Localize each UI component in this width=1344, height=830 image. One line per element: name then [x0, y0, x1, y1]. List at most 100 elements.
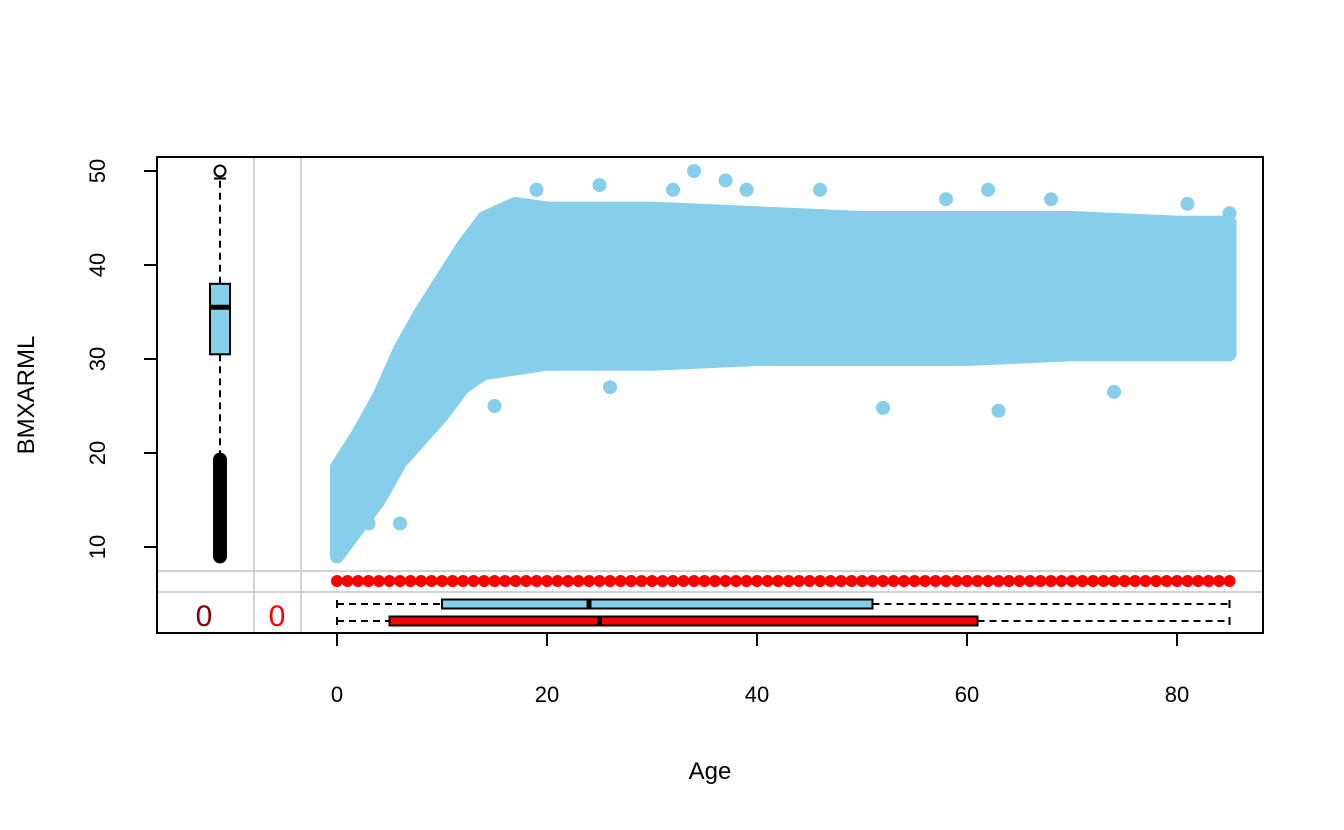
missing-y-point [845, 575, 858, 587]
missing-y-point [509, 575, 522, 587]
missing-y-point [1024, 575, 1036, 587]
x-tick-label: 80 [1165, 682, 1189, 707]
missing-y-point [1223, 575, 1236, 587]
missing-y-point [604, 575, 616, 587]
missing-y-point [362, 575, 375, 587]
missing-y-point [551, 575, 564, 587]
missing-y-point [1202, 575, 1215, 587]
missing-y-point [1066, 575, 1078, 587]
missing-y-point [1045, 575, 1057, 587]
x-tick-label: 0 [331, 682, 343, 707]
x-boxplot-observed-box [441, 598, 874, 610]
missing-y-point [709, 575, 721, 587]
missing-y-point [772, 575, 784, 587]
missing-y-point [1160, 575, 1173, 587]
missing-y-point [887, 575, 900, 587]
y-tick-label: 20 [85, 441, 110, 465]
missing-y-point [614, 575, 627, 587]
missing-y-point [877, 575, 889, 587]
scatter-point [393, 516, 407, 531]
x-tick-label: 40 [745, 682, 769, 707]
scatter-point [739, 182, 754, 197]
scatter-point [687, 164, 701, 178]
missing-y-point [352, 575, 364, 587]
missing-y-point [961, 575, 973, 587]
missing-y-point [908, 575, 921, 587]
y-axis-label: BMXARML [13, 336, 40, 455]
scatter-point [813, 182, 827, 197]
missing-y-point [1003, 575, 1015, 587]
missing-y-point [1192, 575, 1204, 587]
missing-y-point [1150, 575, 1162, 587]
missing-y-point [835, 575, 847, 587]
missing-y-point [751, 575, 763, 587]
missing-y-point [1129, 575, 1141, 587]
missing-y-point [1181, 575, 1194, 587]
missing-y-point [404, 575, 417, 587]
scatter-point-cloud [330, 196, 1237, 564]
missing-y-point [866, 575, 879, 587]
missing-y-point [583, 575, 595, 587]
missing-y-point [530, 575, 543, 587]
missing-count-both: 0 [269, 600, 286, 633]
missing-y-point [992, 575, 1005, 587]
missing-y-point [478, 575, 490, 587]
y-tick-label: 30 [85, 347, 110, 371]
missing-y-point [677, 575, 690, 587]
missing-y-point [856, 575, 868, 587]
y-tick-label: 10 [85, 535, 110, 559]
missing-y-point [625, 575, 637, 587]
missing-y-point [541, 575, 553, 587]
missing-y-point [635, 575, 648, 587]
scatter-point [1044, 192, 1058, 207]
missing-y-point [331, 575, 343, 587]
missing-y-point [1087, 575, 1099, 587]
missing-y-point [982, 575, 994, 587]
missing-y-point [1213, 575, 1225, 587]
x-tick-label: 20 [535, 682, 559, 707]
missing-y-point [730, 575, 742, 587]
x-boxplot-missing-box [388, 615, 979, 627]
y-boxplot-outlier [213, 164, 227, 178]
missing-y-point [919, 575, 931, 587]
scatter-point [718, 173, 733, 188]
scatter-point [991, 403, 1006, 418]
missing-y-point [593, 575, 606, 587]
missing-y-point [950, 575, 963, 587]
missing-y-point [467, 575, 480, 587]
missing-y-point [656, 575, 669, 587]
missing-y-point [667, 575, 679, 587]
missing-y-point [394, 575, 406, 587]
missing-y-point [446, 575, 459, 587]
missing-y-point [436, 575, 448, 587]
missing-y-point [572, 575, 585, 587]
missing-y-point [1139, 575, 1152, 587]
missing-y-point [782, 575, 795, 587]
missing-y-point [698, 575, 711, 587]
missing-y-point [814, 575, 826, 587]
missing-y-point [1013, 575, 1026, 587]
missing-y-point [646, 575, 658, 587]
scatter-point [1222, 206, 1237, 221]
scatter-point [876, 400, 890, 415]
missing-y-point [740, 575, 753, 587]
missing-y-point [1034, 575, 1047, 587]
missing-y-point [929, 575, 942, 587]
scatter-point [361, 516, 376, 531]
missing-y-point [940, 575, 952, 587]
scatter-point [487, 399, 502, 413]
missing-y-point [383, 575, 396, 587]
margin-grid-lines [157, 157, 1263, 633]
missing-y-point [824, 575, 837, 587]
missing-y-point [415, 575, 427, 587]
missing-y-point [425, 575, 438, 587]
missing-y-point [1076, 575, 1089, 587]
scatter-point [592, 178, 607, 193]
x-axis-label: Age [689, 758, 732, 785]
missing-y-point [803, 575, 816, 587]
missing-y-point [341, 575, 354, 587]
missing-y-point [761, 575, 774, 587]
missing-y-point [1118, 575, 1131, 587]
missing-y-point [373, 575, 385, 587]
